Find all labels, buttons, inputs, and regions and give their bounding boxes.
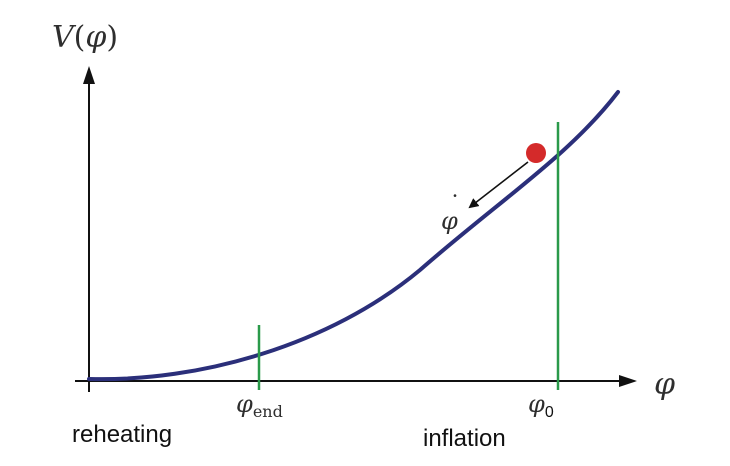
phi-0-label: φ0	[528, 390, 554, 421]
phi-0-label-sub: 0	[545, 404, 554, 421]
y-axis-label-open: (	[74, 20, 86, 55]
y-axis-label-close: )	[106, 20, 118, 55]
phi-end-label-main: φ	[236, 390, 253, 418]
phi-0-label-main: φ	[528, 390, 545, 418]
inflaton-ball	[526, 143, 546, 163]
y-axis-label-v: V	[52, 20, 77, 55]
velocity-arrow	[468, 161, 529, 209]
phi-dot-label: φ	[441, 207, 458, 235]
x-axis-arrow-icon	[619, 375, 637, 387]
phi-end-label-sub: end	[253, 402, 283, 421]
phi-end-label: φend	[236, 390, 283, 421]
reheating-label: reheating	[72, 421, 172, 448]
phi-dot-label-dot: ˙	[449, 191, 461, 219]
y-axis-label: V(φ)	[52, 20, 118, 55]
potential-curve	[87, 90, 620, 382]
inflation-label: inflation	[423, 425, 506, 452]
y-axis-arrow-icon	[83, 66, 95, 84]
y-axis-label-phi: φ	[85, 20, 106, 55]
x-axis-label: φ	[654, 367, 675, 402]
